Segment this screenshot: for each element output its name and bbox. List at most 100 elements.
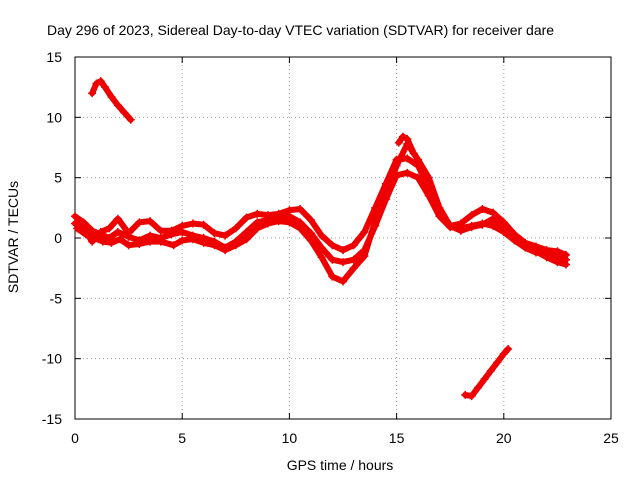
y-tick-label: -10 — [42, 351, 62, 367]
data-point — [478, 220, 487, 229]
data-point — [96, 77, 105, 86]
x-tick-label: 25 — [603, 430, 619, 446]
data-point — [178, 221, 187, 230]
data-point — [486, 366, 495, 375]
data-point — [480, 375, 489, 384]
data-point — [392, 161, 401, 170]
data-point — [493, 358, 502, 367]
data-point — [146, 217, 155, 226]
data-point — [113, 101, 122, 110]
data-point — [242, 227, 251, 236]
data-point — [199, 220, 208, 229]
data-point — [461, 390, 470, 399]
data-point — [381, 191, 390, 200]
data-point — [96, 227, 105, 236]
data-point — [231, 241, 240, 250]
x-tick-label: 10 — [282, 430, 298, 446]
data-point — [561, 260, 570, 269]
data-point — [124, 229, 133, 238]
data-point — [328, 241, 337, 250]
data-point — [399, 132, 408, 141]
series-track-4 — [394, 132, 418, 158]
data-point — [504, 345, 513, 354]
data-point — [456, 226, 465, 235]
y-tick-label: 5 — [54, 170, 62, 186]
y-tick-label: 0 — [54, 230, 62, 246]
data-point — [90, 234, 99, 242]
data-point — [285, 206, 294, 215]
data-point — [499, 349, 508, 358]
series-track-6 — [461, 345, 513, 401]
series-line-track-4 — [395, 133, 417, 157]
data-point — [489, 214, 498, 223]
data-point — [221, 246, 230, 255]
data-point — [403, 135, 412, 144]
data-point — [116, 235, 125, 244]
data-point — [531, 247, 540, 256]
data-point — [242, 213, 251, 222]
data-point — [113, 227, 122, 236]
data-point — [446, 221, 455, 230]
data-point — [328, 272, 337, 281]
data-point — [296, 224, 305, 233]
data-point — [478, 205, 487, 214]
data-point — [306, 215, 315, 224]
data-point — [349, 264, 358, 273]
data-point — [285, 218, 294, 227]
data-point — [124, 241, 133, 250]
data-point — [98, 237, 107, 246]
data-point — [274, 217, 283, 226]
data-point — [317, 253, 326, 262]
data-point — [467, 223, 476, 232]
data-point — [169, 241, 178, 250]
data-point — [467, 392, 476, 401]
data-point — [456, 219, 465, 228]
data-point — [71, 212, 79, 221]
data-point — [349, 255, 358, 264]
data-point — [317, 231, 326, 240]
data-point — [156, 226, 165, 235]
data-point — [409, 149, 418, 158]
data-point — [263, 211, 272, 220]
x-tick-label: 5 — [178, 430, 186, 446]
data-point — [339, 277, 347, 286]
y-axis-label: SDTVAR / TECUs — [5, 181, 21, 293]
data-point — [199, 238, 208, 247]
data-point — [394, 138, 403, 147]
x-tick-label: 15 — [389, 430, 405, 446]
data-point — [542, 253, 551, 262]
plot-frame — [74, 56, 612, 420]
data-series-layer — [71, 77, 570, 401]
data-point — [263, 219, 272, 228]
x-tick-label: 20 — [496, 430, 512, 446]
grid-lines — [75, 57, 611, 419]
data-point — [306, 236, 315, 245]
chart-title: Day 296 of 2023, Sidereal Day-to-day VTE… — [47, 22, 554, 38]
data-point — [489, 221, 498, 230]
data-point — [467, 211, 476, 220]
data-point — [474, 383, 483, 392]
data-point — [521, 241, 530, 250]
data-point — [105, 224, 114, 233]
data-point — [73, 224, 82, 233]
y-tick-label: -15 — [42, 411, 62, 427]
data-point — [296, 205, 305, 214]
data-point — [188, 235, 197, 244]
data-point — [403, 168, 412, 177]
data-point — [81, 230, 90, 239]
data-point — [371, 217, 380, 226]
data-point — [221, 231, 230, 240]
data-point — [414, 155, 423, 164]
data-point — [253, 224, 262, 233]
data-point — [135, 240, 144, 249]
series-track-2 — [71, 154, 570, 259]
data-point — [126, 115, 135, 124]
data-point — [424, 173, 433, 182]
data-point — [360, 227, 369, 236]
data-point — [210, 241, 219, 250]
data-point — [120, 108, 129, 117]
data-point — [274, 209, 283, 218]
data-point — [231, 224, 240, 233]
data-point — [146, 237, 155, 246]
data-point — [499, 221, 508, 230]
